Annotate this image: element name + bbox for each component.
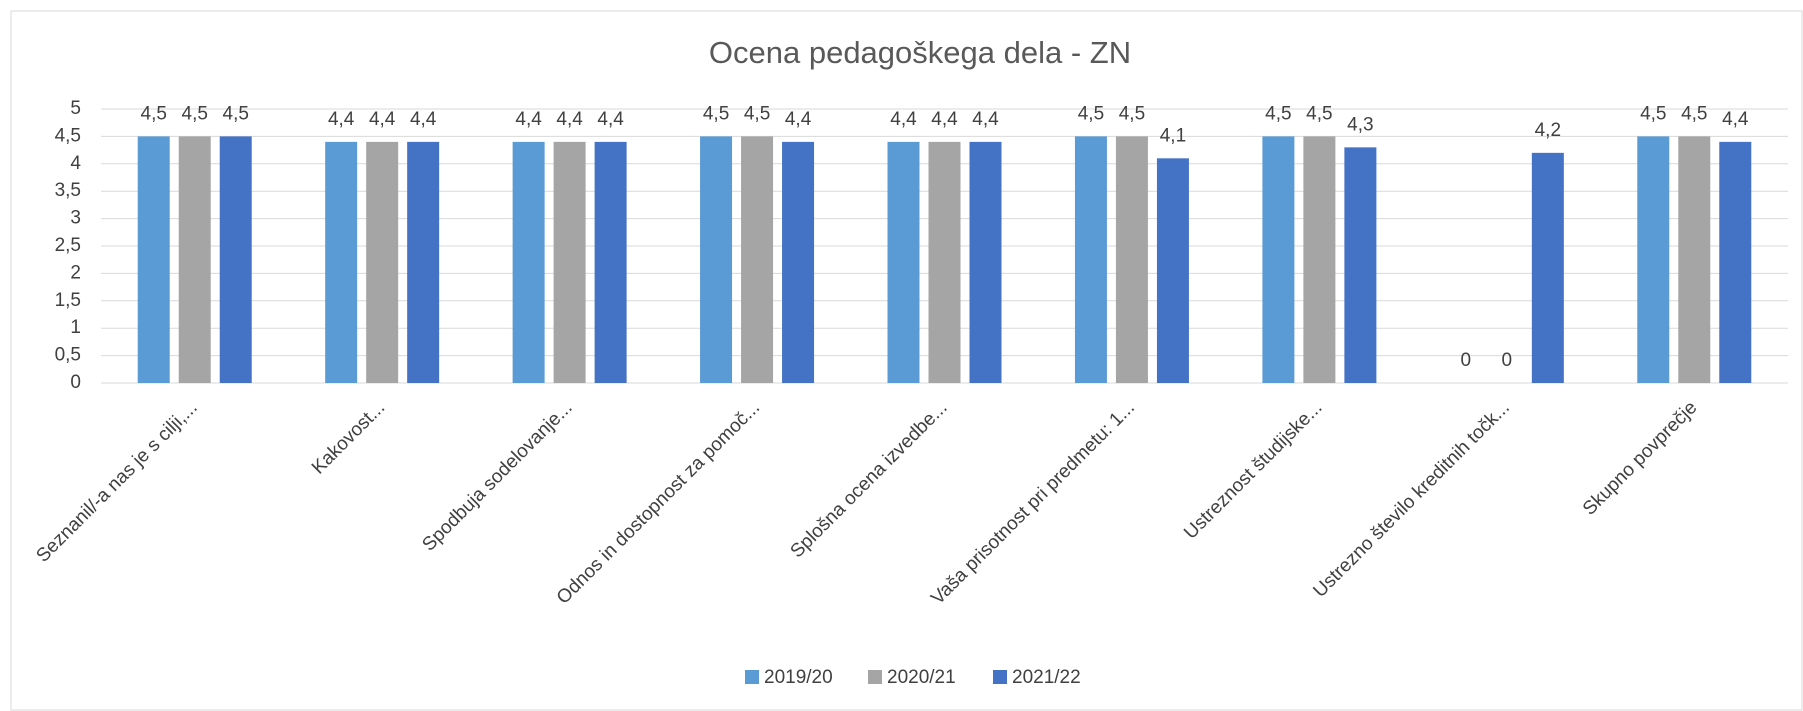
bar: [1303, 136, 1336, 383]
chart-title: Ocena pedagoškega dela - ZN: [709, 35, 1131, 70]
bar: [137, 136, 170, 383]
value-label: 4,3: [1347, 114, 1373, 135]
legend-swatch: [868, 670, 882, 684]
value-label: 4,5: [1681, 103, 1707, 124]
bar: [1531, 152, 1564, 383]
value-label: 4,4: [328, 109, 355, 130]
value-label: 4,5: [1306, 103, 1332, 124]
legend-label: 2021/22: [1012, 667, 1081, 688]
value-label: 4,5: [1640, 103, 1666, 124]
bar: [407, 141, 440, 383]
legend-label: 2019/20: [764, 667, 833, 688]
y-tick-label: 3: [70, 208, 81, 229]
value-label: 0: [1502, 350, 1513, 371]
bar: [1344, 147, 1377, 383]
y-tick-label: 1: [70, 317, 81, 338]
value-label: 4,4: [972, 109, 999, 130]
bar: [1074, 136, 1107, 383]
bar: [178, 136, 211, 383]
value-label: 4,4: [1722, 109, 1749, 130]
value-label: 4,5: [141, 103, 167, 124]
y-tick-label: 1,5: [55, 290, 81, 311]
bar: [325, 141, 358, 383]
y-tick-label: 4,5: [55, 125, 81, 146]
bar: [887, 141, 920, 383]
bar: [782, 141, 815, 383]
value-label: 4,4: [890, 109, 917, 130]
value-label: 4,5: [1078, 103, 1104, 124]
y-tick-label: 2,5: [55, 235, 81, 256]
y-tick-label: 5: [70, 98, 81, 119]
value-label: 4,2: [1535, 120, 1561, 141]
legend-label: 2020/21: [887, 667, 956, 688]
value-label: 4,5: [1119, 103, 1145, 124]
value-label: 4,4: [556, 109, 583, 130]
bar: [553, 141, 586, 383]
y-tick-label: 4: [70, 153, 81, 174]
y-tick-label: 3,5: [55, 180, 81, 201]
value-label: 4,4: [931, 109, 958, 130]
bar: [594, 141, 627, 383]
bar: [1156, 158, 1189, 383]
bar: [700, 136, 733, 383]
bar: [1719, 141, 1752, 383]
value-label: 4,1: [1160, 125, 1186, 146]
value-label: 4,5: [1265, 103, 1291, 124]
bar: [1678, 136, 1711, 383]
value-label: 4,4: [515, 109, 542, 130]
bar: [366, 141, 399, 383]
value-label: 4,4: [369, 109, 396, 130]
legend-swatch: [993, 670, 1007, 684]
bar: [928, 141, 961, 383]
bar: [969, 141, 1002, 383]
y-tick-label: 2: [70, 262, 81, 283]
bar: [219, 136, 252, 383]
value-label: 4,5: [744, 103, 770, 124]
value-label: 4,4: [410, 109, 437, 130]
value-label: 4,5: [703, 103, 729, 124]
bar: [1637, 136, 1670, 383]
y-tick-label: 0: [70, 372, 81, 393]
bar: [1115, 136, 1148, 383]
bar: [1262, 136, 1295, 383]
value-label: 4,5: [223, 103, 249, 124]
legend-swatch: [745, 670, 759, 684]
bar: [512, 141, 545, 383]
value-label: 0: [1461, 350, 1472, 371]
value-label: 4,4: [597, 109, 624, 130]
value-label: 4,4: [785, 109, 812, 130]
bar: [741, 136, 774, 383]
y-tick-label: 0,5: [55, 345, 81, 366]
value-label: 4,5: [182, 103, 208, 124]
